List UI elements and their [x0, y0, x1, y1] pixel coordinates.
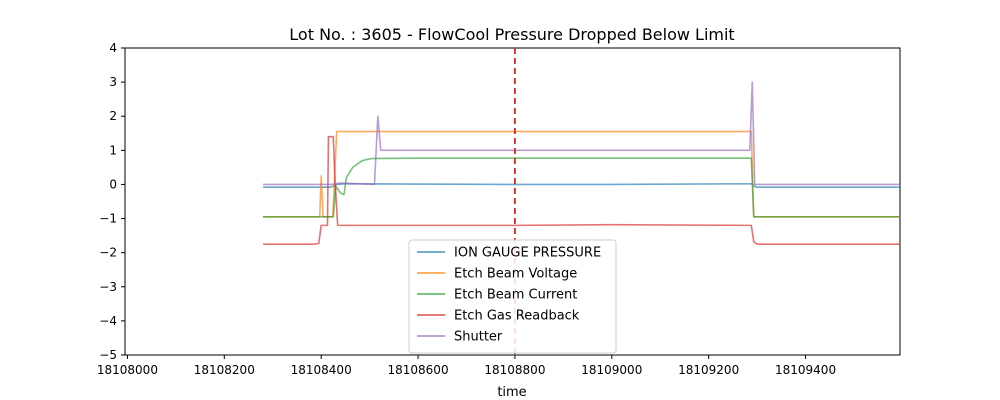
y-tick-label: −3 [99, 280, 117, 294]
x-tick-label: 18109200 [678, 363, 739, 377]
x-tick-label: 18108400 [291, 363, 352, 377]
series-layer [263, 81, 900, 245]
x-tick-label: 18109000 [581, 363, 642, 377]
x-tick-label: 18109400 [775, 363, 836, 377]
y-axis: −5 −4 −3 −2 −1 0 1 2 3 4 [99, 41, 125, 362]
y-tick-label: −2 [99, 246, 117, 260]
series-line-3 [263, 135, 900, 245]
x-tick-label: 18108800 [484, 363, 545, 377]
legend-label-1: Etch Beam Voltage [454, 267, 577, 282]
chart-title: Lot No. : 3605 - FlowCool Pressure Dropp… [289, 25, 734, 44]
y-tick-label: 3 [109, 75, 117, 89]
legend-label-0: ION GAUGE PRESSURE [454, 246, 601, 261]
legend-box [408, 239, 617, 354]
x-tick-label: 18108600 [388, 363, 449, 377]
y-tick-label: −4 [99, 314, 117, 328]
legend-label-3: Etch Gas Readback [454, 309, 580, 324]
series-line-4 [263, 81, 900, 186]
x-tick-label: 18108200 [194, 363, 255, 377]
legend: ION GAUGE PRESSURE Etch Beam Voltage Etch … [408, 239, 617, 354]
y-tick-label: 0 [109, 177, 117, 191]
legend-label-4: Shutter [454, 330, 503, 345]
x-tick-label: 18108000 [97, 363, 158, 377]
x-axis: 18108000 18108200 18108400 18108600 18108800… [97, 355, 836, 377]
y-tick-label: −1 [99, 212, 117, 226]
y-tick-label: 2 [109, 109, 117, 123]
x-axis-label: time [497, 385, 526, 400]
legend-label-2: Etch Beam Current [454, 288, 577, 303]
plot-frame [124, 47, 901, 356]
series-line-0 [263, 182, 900, 188]
plot-area [124, 47, 901, 356]
y-tick-label: 1 [109, 143, 117, 157]
series-line-2 [263, 157, 900, 218]
y-tick-label: 4 [109, 41, 117, 55]
y-tick-label: −5 [99, 348, 117, 362]
